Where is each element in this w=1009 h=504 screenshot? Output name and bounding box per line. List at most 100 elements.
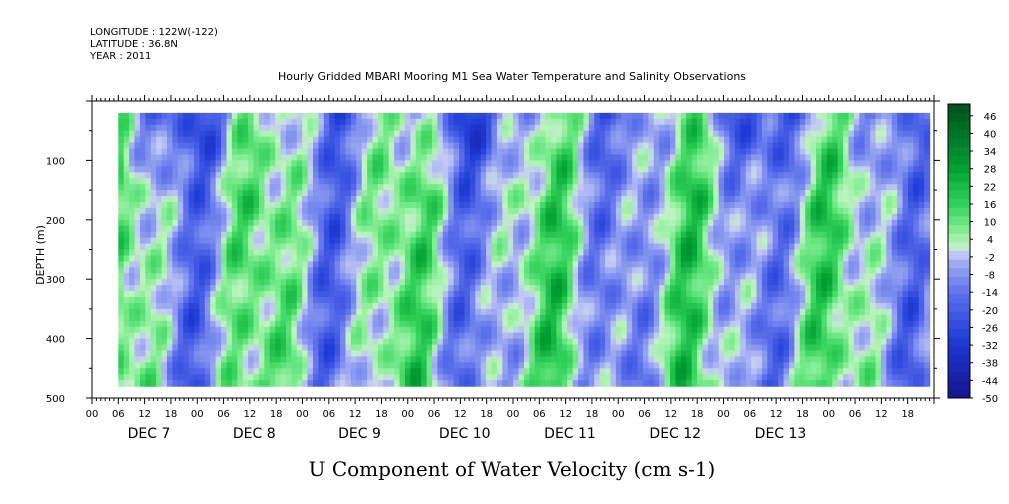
heatmap-cell: [345, 368, 352, 375]
heatmap-cell: [491, 219, 498, 227]
heatmap-cell: [583, 190, 590, 197]
heatmap-cell: [199, 356, 206, 363]
heatmap-cell: [199, 279, 206, 286]
heatmap-cell: [123, 344, 130, 352]
heatmap-cell: [275, 160, 282, 167]
heatmap-cell: [664, 320, 671, 328]
heatmap-cell: [686, 273, 693, 280]
heatmap-cell: [469, 332, 476, 340]
heatmap-cell: [334, 219, 341, 227]
heatmap-cell: [459, 368, 466, 375]
heatmap-cell: [307, 362, 314, 369]
heatmap-cell: [415, 291, 422, 298]
heatmap-cell: [513, 237, 520, 245]
heatmap-cell: [491, 350, 498, 358]
heatmap-cell: [561, 350, 568, 358]
heatmap-cell: [507, 338, 514, 346]
heatmap-cell: [372, 362, 379, 369]
heatmap-cell: [426, 124, 433, 132]
heatmap-cell: [231, 136, 238, 144]
heatmap-cell: [448, 249, 455, 257]
heatmap-cell: [529, 142, 536, 150]
heatmap-cell: [469, 201, 476, 209]
heatmap-cell: [626, 350, 633, 358]
heatmap-cell: [399, 213, 406, 221]
heatmap-cell: [670, 380, 677, 387]
heatmap-cell: [453, 362, 460, 369]
heatmap-cell: [615, 136, 622, 144]
heatmap-cell: [491, 142, 498, 150]
heatmap-cell: [145, 225, 152, 233]
heatmap-cell: [161, 154, 168, 161]
heatmap-cell: [561, 190, 568, 197]
heatmap-cell: [291, 130, 298, 138]
heatmap-cell: [221, 237, 228, 245]
heatmap-cell: [507, 142, 514, 150]
heatmap-cell: [226, 166, 233, 173]
heatmap-cell: [161, 302, 168, 310]
heatmap-cell: [561, 297, 568, 304]
heatmap-cell: [475, 219, 482, 227]
heatmap-cell: [296, 297, 303, 304]
heatmap-cell: [194, 142, 201, 150]
heatmap-cell: [697, 380, 704, 387]
heatmap-cell: [156, 243, 163, 251]
heatmap-cell: [313, 356, 320, 363]
heatmap-cell: [567, 213, 574, 221]
heatmap-cell: [394, 297, 401, 304]
heatmap-cell: [194, 184, 201, 191]
heatmap-cell: [567, 255, 574, 262]
heatmap-cell: [161, 196, 168, 203]
heatmap-cell: [226, 154, 233, 161]
heatmap-cell: [350, 302, 357, 310]
heatmap-cell: [188, 237, 195, 245]
heatmap-cell: [340, 118, 347, 126]
heatmap-cell: [664, 196, 671, 203]
heatmap-cell: [432, 231, 439, 239]
heatmap-cell: [588, 356, 595, 363]
heatmap-cell: [258, 285, 265, 292]
heatmap-cell: [183, 225, 190, 233]
heatmap-cell: [345, 326, 352, 334]
heatmap-cell: [156, 142, 163, 150]
heatmap-cell: [615, 237, 622, 245]
heatmap-cell: [296, 314, 303, 322]
heatmap-cell: [367, 112, 374, 120]
heatmap-cell: [404, 255, 411, 262]
heatmap-cell: [334, 291, 341, 298]
heatmap-cell: [578, 338, 585, 346]
heatmap-cell: [275, 154, 282, 161]
heatmap-cell: [410, 362, 417, 369]
heatmap-cell: [594, 267, 601, 274]
heatmap-cell: [345, 166, 352, 173]
heatmap-cell: [372, 243, 379, 251]
heatmap-cell: [123, 142, 130, 150]
heatmap-cell: [561, 314, 568, 322]
heatmap-cell: [291, 279, 298, 286]
heatmap-cell: [285, 178, 292, 185]
heatmap-cell: [588, 267, 595, 274]
heatmap-cell: [567, 350, 574, 358]
heatmap-cell: [313, 338, 320, 346]
heatmap-cell: [459, 285, 466, 292]
heatmap-cell: [367, 320, 374, 328]
heatmap-cell: [183, 380, 190, 387]
heatmap-cell: [139, 261, 146, 268]
heatmap-cell: [242, 332, 249, 340]
heatmap-cell: [594, 273, 601, 280]
heatmap-cell: [615, 142, 622, 150]
heatmap-cell: [675, 285, 682, 292]
heatmap-cell: [453, 249, 460, 257]
heatmap-cell: [156, 350, 163, 358]
heatmap-cell: [680, 130, 687, 138]
heatmap-cell: [642, 225, 649, 233]
heatmap-cell: [291, 118, 298, 126]
heatmap-cell: [686, 219, 693, 227]
heatmap-cell: [345, 190, 352, 197]
heatmap-cell: [150, 219, 157, 227]
heatmap-cell: [237, 374, 244, 381]
heatmap-cell: [258, 243, 265, 251]
heatmap-cell: [199, 338, 206, 346]
heatmap-cell: [410, 196, 417, 203]
heatmap-cell: [513, 273, 520, 280]
